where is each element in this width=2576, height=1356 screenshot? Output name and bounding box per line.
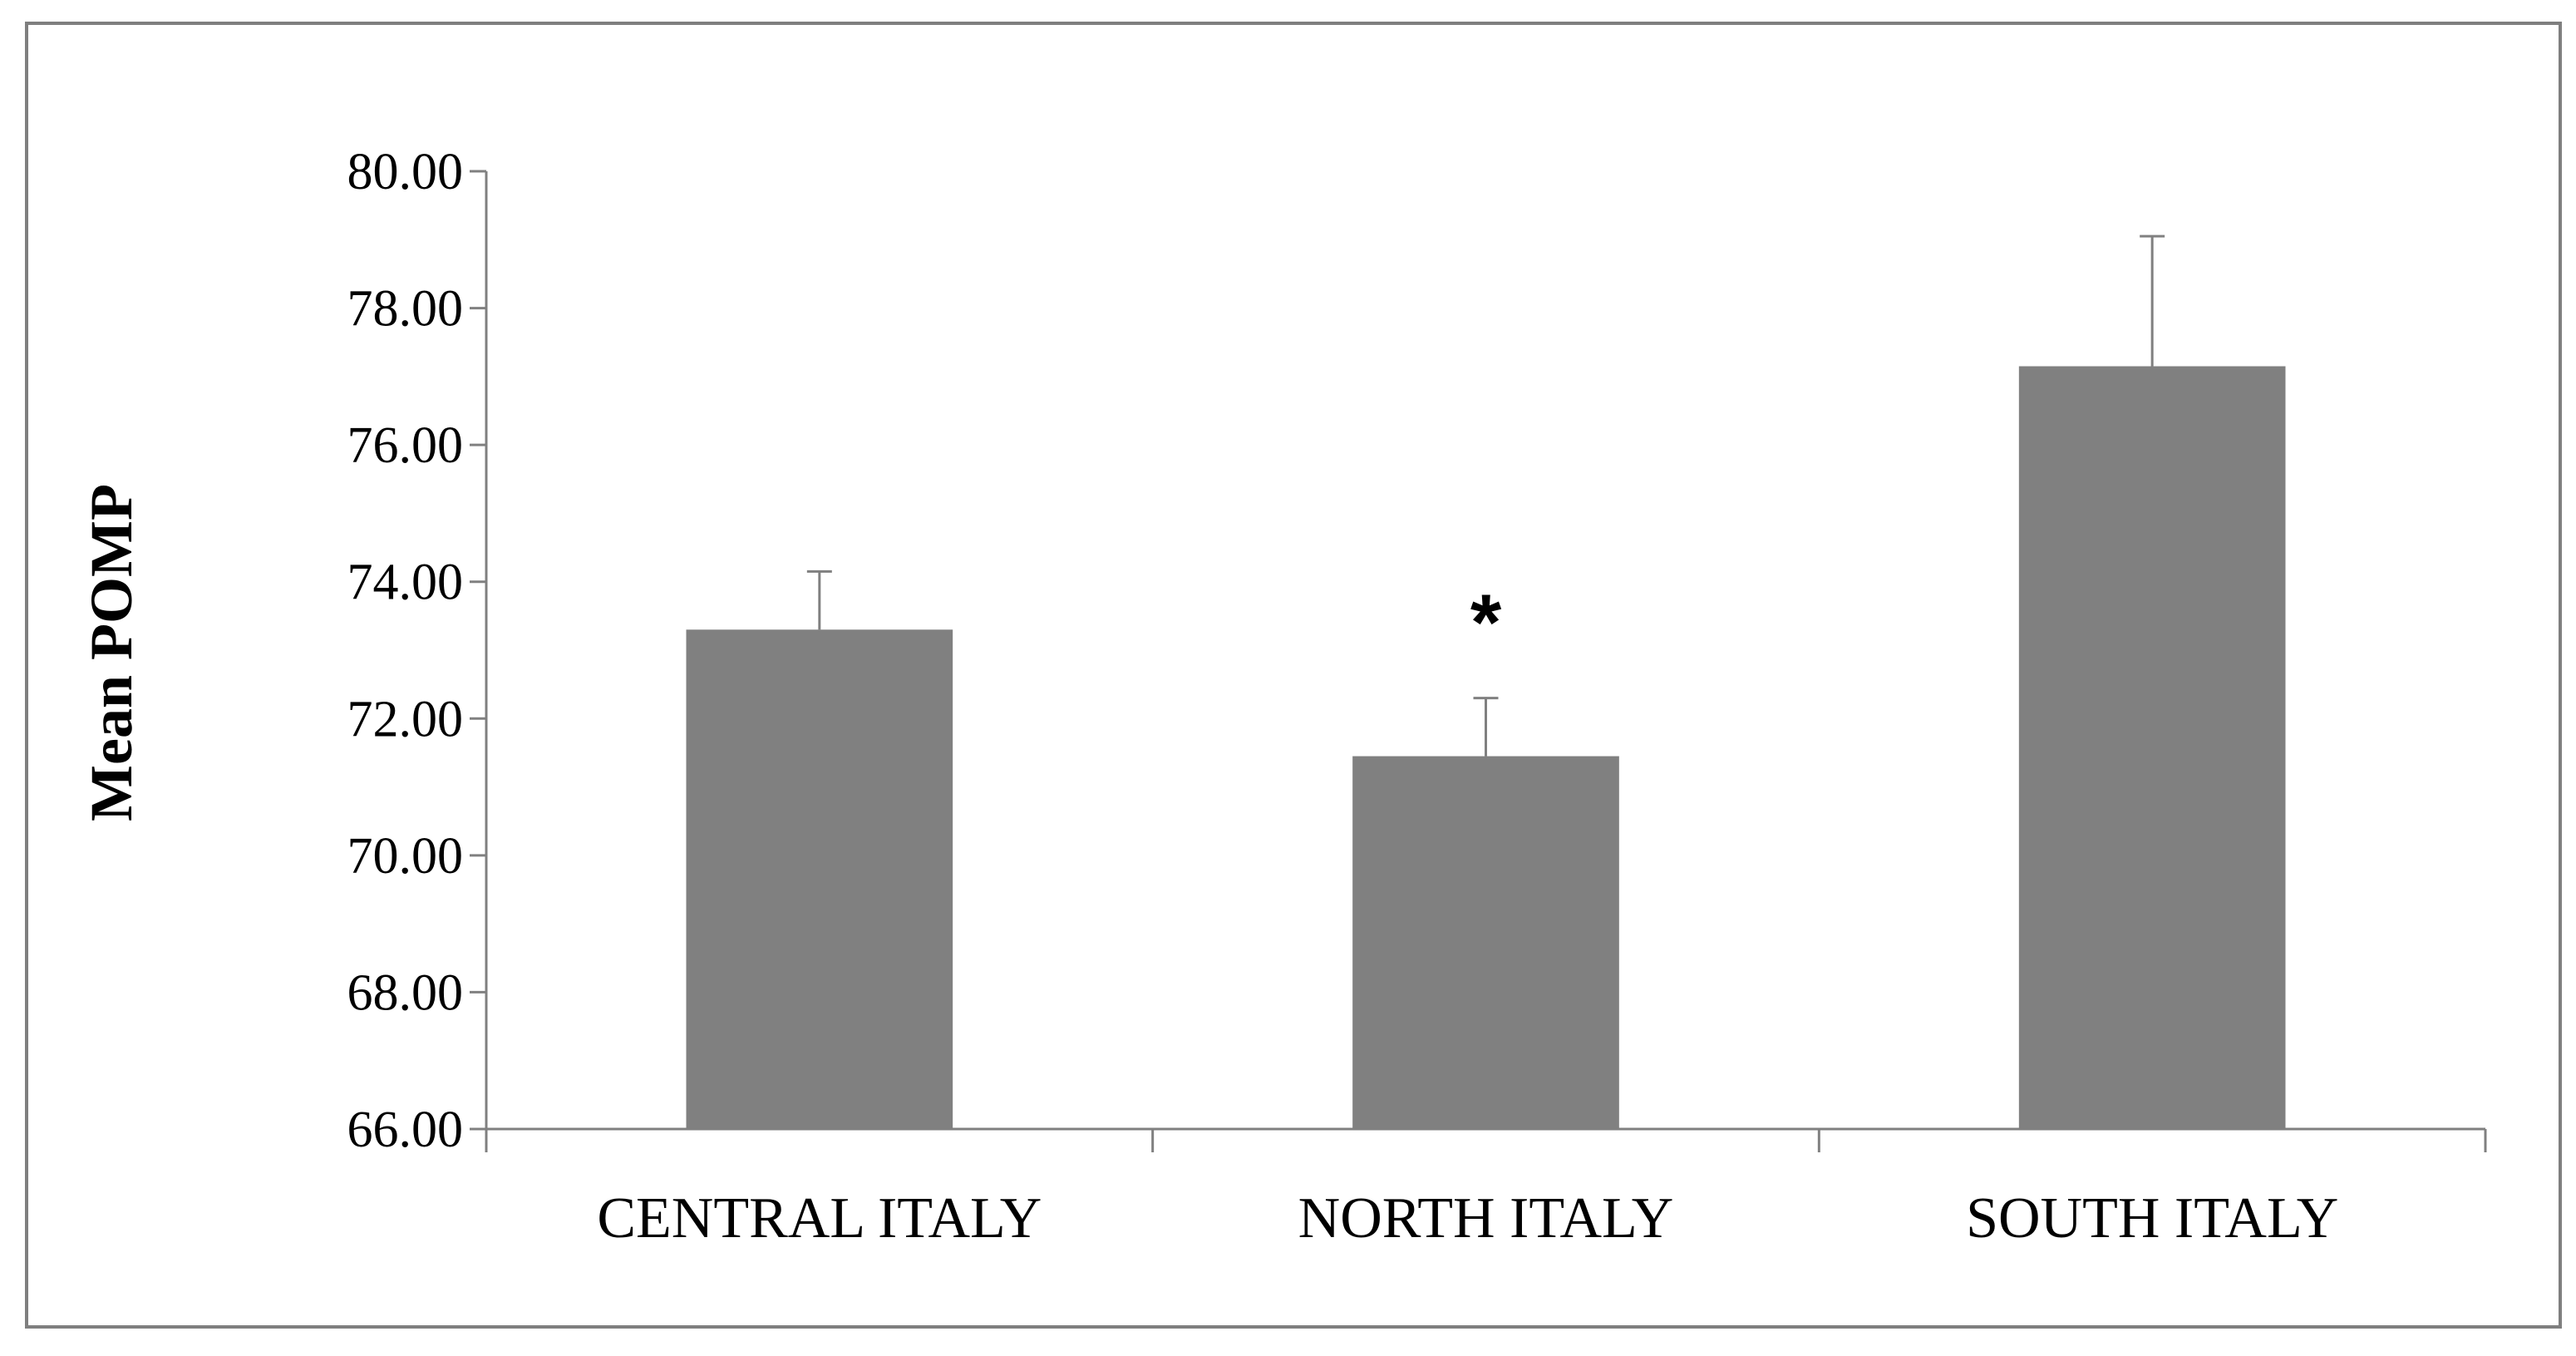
x-axis: CENTRAL ITALY NORTH ITALY SOUTH ITALY — [485, 1127, 2487, 1250]
y-axis: 66.00 68.00 70.00 72.00 74.00 76.00 78.00 80.00 — [347, 144, 488, 1158]
y-tick-label: 66.00 — [347, 1102, 464, 1158]
bars-group — [686, 366, 2286, 1129]
bar — [1352, 756, 1619, 1129]
y-tick-label: 74.00 — [347, 555, 464, 611]
y-tick-label: 72.00 — [347, 691, 464, 747]
x-tick-label: CENTRAL ITALY — [597, 1186, 1042, 1250]
y-tick-label: 80.00 — [347, 144, 464, 200]
y-tick-label: 78.00 — [347, 281, 464, 338]
x-tick-label: NORTH ITALY — [1298, 1186, 1674, 1250]
significance-marker: * — [1470, 579, 1502, 668]
y-tick-label: 70.00 — [347, 828, 464, 885]
bar — [2018, 366, 2286, 1129]
x-tick-label: SOUTH ITALY — [1966, 1186, 2338, 1250]
y-tick-label: 68.00 — [347, 964, 464, 1021]
y-axis-title: Mean POMP — [78, 484, 145, 821]
annotations-group: * — [1470, 579, 1502, 668]
y-tick-label: 76.00 — [347, 417, 464, 474]
error-bars-group — [806, 234, 2165, 757]
bar — [686, 629, 953, 1129]
